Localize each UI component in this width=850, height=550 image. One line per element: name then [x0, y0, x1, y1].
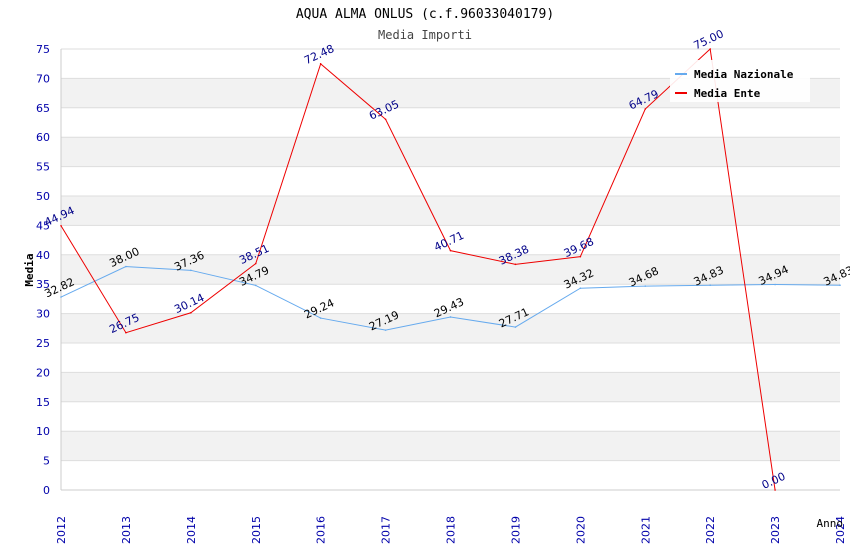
x-axis-label: Anno [817, 517, 844, 530]
grid-band [61, 137, 840, 167]
data-point [514, 326, 517, 328]
grid-band [61, 401, 840, 432]
data-point [384, 329, 387, 331]
legend-label: Media Nazionale [694, 68, 794, 81]
chart-title: AQUA ALMA ONLUS (c.f.96033040179) [296, 7, 554, 22]
grid-band [61, 107, 840, 138]
grid-band [61, 431, 840, 461]
data-point [774, 283, 776, 286]
series-line [60, 47, 776, 491]
data-point [774, 489, 776, 491]
y-tick-label: 35 [36, 278, 50, 291]
data-point [125, 265, 127, 268]
y-tick-label: 55 [36, 161, 50, 174]
data-point [60, 296, 62, 298]
data-point [579, 287, 582, 289]
grid-band [61, 166, 840, 196]
data-point [254, 284, 257, 287]
y-tick-label: 60 [36, 131, 50, 144]
grid-band [61, 196, 840, 226]
data-point [644, 285, 647, 287]
x-tick-label: 2016 [315, 516, 328, 544]
x-tick-label: 2015 [250, 516, 263, 544]
series-layer [60, 47, 841, 491]
legend-label: Media Ente [694, 87, 761, 100]
y-axis-label: Media [23, 253, 36, 286]
x-tick-label: 2024 [834, 516, 847, 544]
grid-band [61, 372, 840, 402]
y-tick-label: 40 [36, 249, 50, 262]
chart-subtitle: Media Importi [378, 28, 472, 42]
x-tick-label: 2021 [639, 516, 652, 544]
data-point [384, 118, 387, 121]
x-tick-label: 2020 [574, 516, 587, 544]
y-axis-ticks: 0 5 10 15 20 25 30 35 40 45 50 55 60 65 70 75 [36, 43, 50, 497]
legend-box [670, 60, 810, 102]
data-point [644, 108, 647, 110]
data-point [514, 263, 517, 266]
data-point [60, 224, 62, 227]
data-point [709, 284, 711, 286]
x-axis-ticks: 2012 2013 2014 2015 2016 2017 2018 2019 2020 2021… [55, 516, 847, 544]
y-tick-label: 0 [43, 484, 50, 497]
data-point [125, 331, 127, 334]
data-point [319, 317, 322, 319]
y-tick-label: 25 [36, 337, 50, 350]
y-tick-label: 50 [36, 190, 50, 203]
data-point [254, 262, 257, 265]
x-tick-label: 2017 [380, 516, 393, 544]
x-tick-label: 2018 [445, 516, 458, 544]
data-point [190, 311, 192, 314]
data-point [449, 316, 452, 318]
y-tick-label: 70 [36, 72, 50, 85]
y-tick-label: 75 [36, 43, 50, 56]
y-tick-label: 10 [36, 425, 50, 438]
data-point [579, 255, 582, 258]
plot-background [60, 48, 840, 491]
grid-band [61, 254, 840, 285]
grid-band [61, 313, 840, 343]
grid-band [61, 284, 840, 314]
x-tick-label: 2014 [185, 516, 198, 544]
data-point [319, 63, 322, 65]
y-tick-label: 30 [36, 308, 50, 321]
x-tick-label: 2012 [55, 516, 68, 544]
data-point [839, 284, 841, 286]
y-tick-label: 45 [36, 219, 50, 232]
grid-band [61, 343, 840, 373]
y-tick-label: 20 [36, 366, 50, 379]
y-tick-label: 65 [36, 102, 50, 115]
data-point [709, 48, 711, 50]
x-tick-label: 2013 [120, 516, 133, 544]
y-tick-label: 15 [36, 396, 50, 409]
x-tick-label: 2019 [509, 516, 522, 544]
legend: Media Nazionale Media Ente [670, 60, 810, 102]
grid-band [61, 460, 840, 490]
data-point [449, 249, 452, 252]
y-tick-label: 5 [43, 455, 50, 468]
data-point [190, 269, 192, 272]
x-tick-label: 2022 [704, 516, 717, 544]
x-tick-label: 2023 [769, 516, 782, 544]
